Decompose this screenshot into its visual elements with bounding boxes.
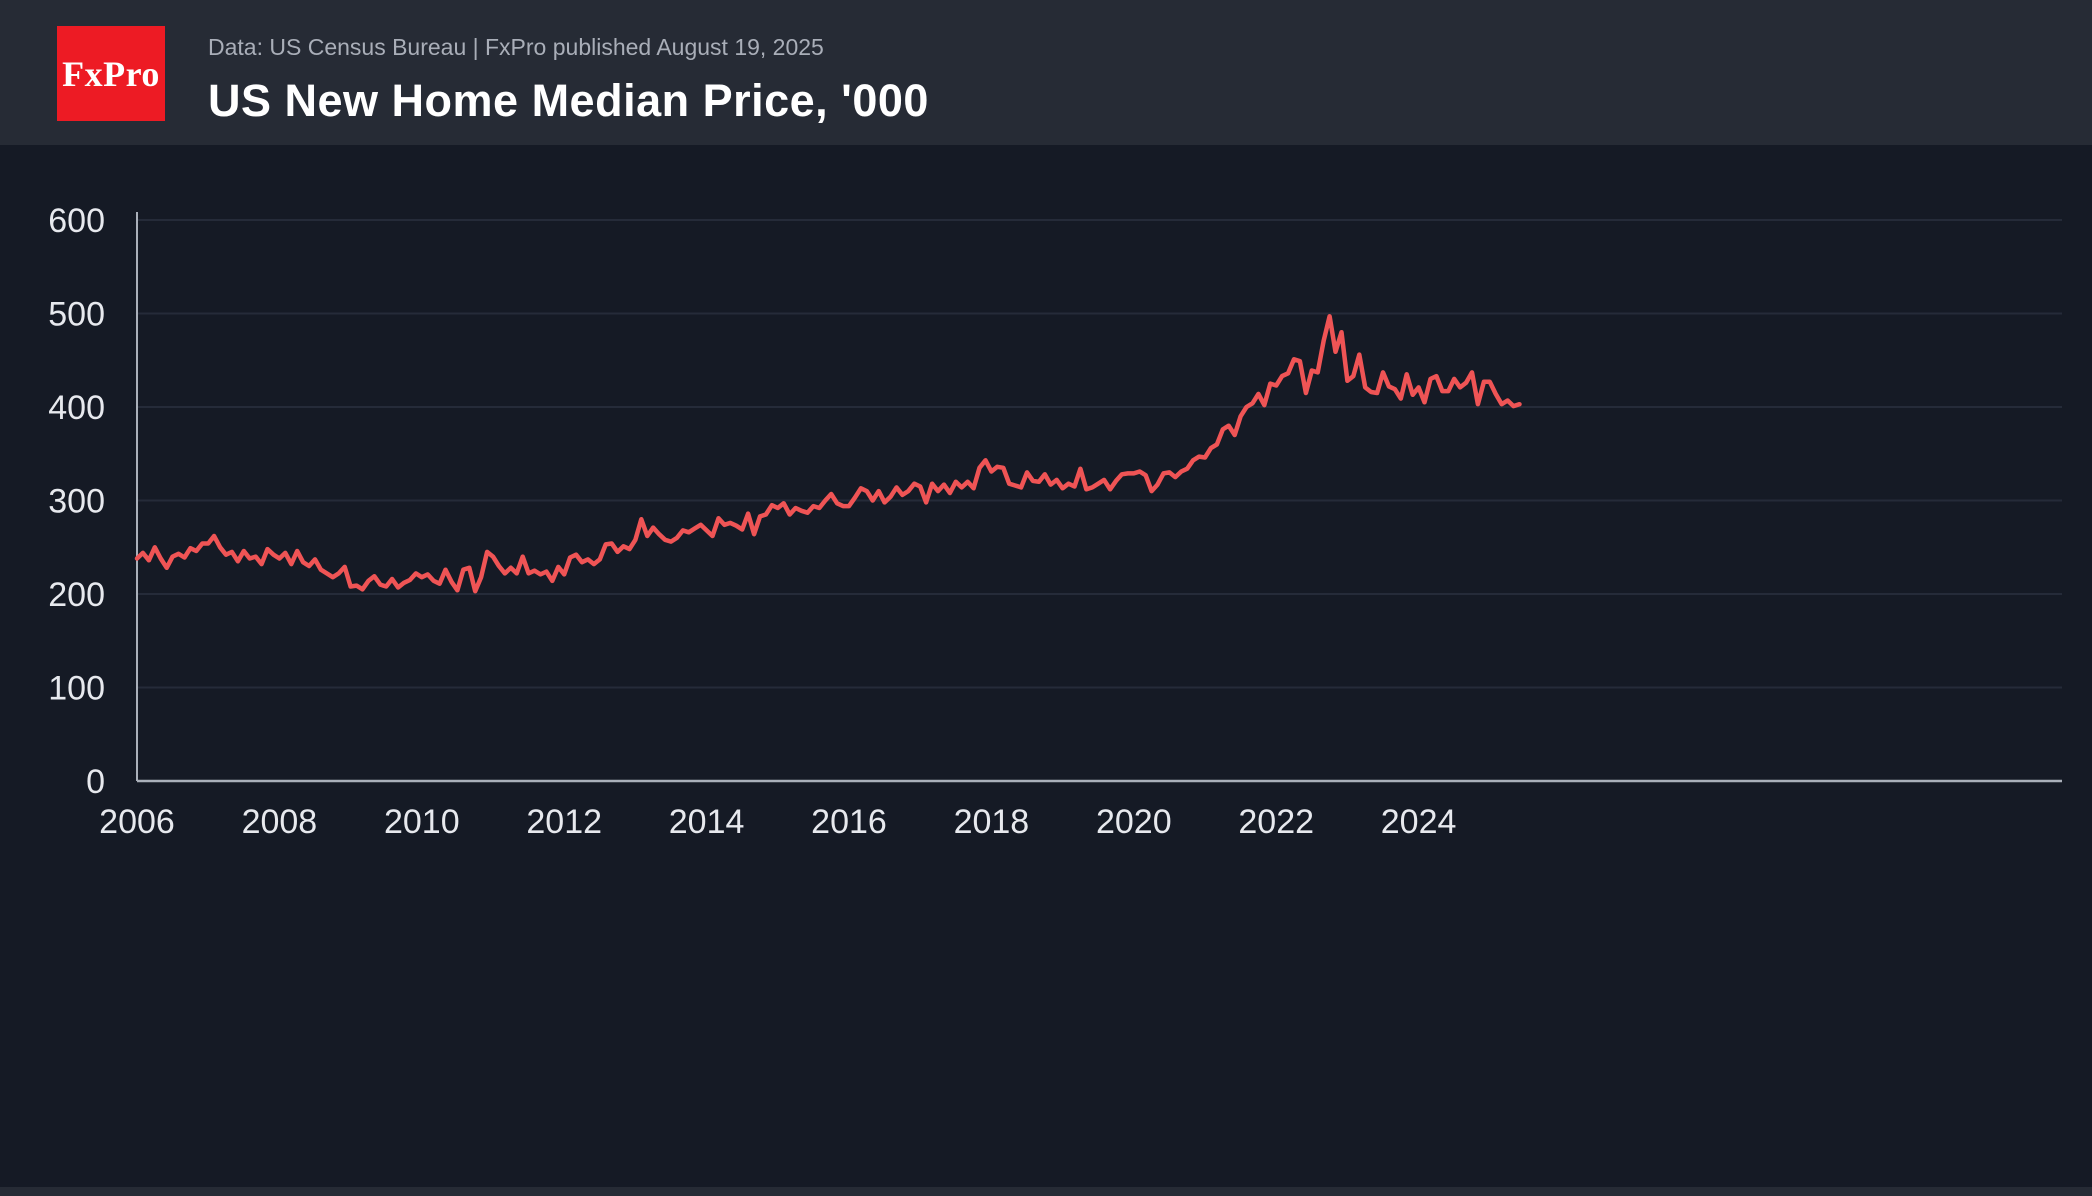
y-tick-label: 200 (48, 576, 105, 614)
fxpro-logo-text: FxPro (62, 53, 160, 94)
footer-bar (0, 1187, 2092, 1196)
x-tick-label: 2016 (811, 803, 887, 841)
x-tick-label: 2012 (526, 803, 602, 841)
x-tick-label: 2008 (242, 803, 318, 841)
source-line: Data: US Census Bureau | FxPro published… (208, 34, 824, 60)
y-tick-label: 300 (48, 483, 105, 521)
y-tick-label: 400 (48, 389, 105, 427)
y-tick-label: 100 (48, 670, 105, 708)
x-tick-label: 2014 (669, 803, 745, 841)
price-line-series (134, 314, 1522, 594)
y-tick-label: 600 (48, 202, 105, 240)
x-tick-label: 2010 (384, 803, 460, 841)
page-title: US New Home Median Price, '000 (208, 75, 929, 126)
header-titles: Data: US Census Bureau | FxPro published… (208, 34, 929, 127)
x-tick-label: 2006 (99, 803, 175, 841)
y-tick-label: 0 (86, 763, 105, 801)
x-tick-label: 2018 (954, 803, 1030, 841)
x-tick-label: 2020 (1096, 803, 1172, 841)
header: FxPro Data: US Census Bureau | FxPro pub… (0, 0, 2092, 145)
y-tick-label: 500 (48, 296, 105, 334)
x-tick-label: 2022 (1238, 803, 1314, 841)
fxpro-logo: FxPro (57, 26, 165, 121)
x-tick-label: 2024 (1381, 803, 1457, 841)
